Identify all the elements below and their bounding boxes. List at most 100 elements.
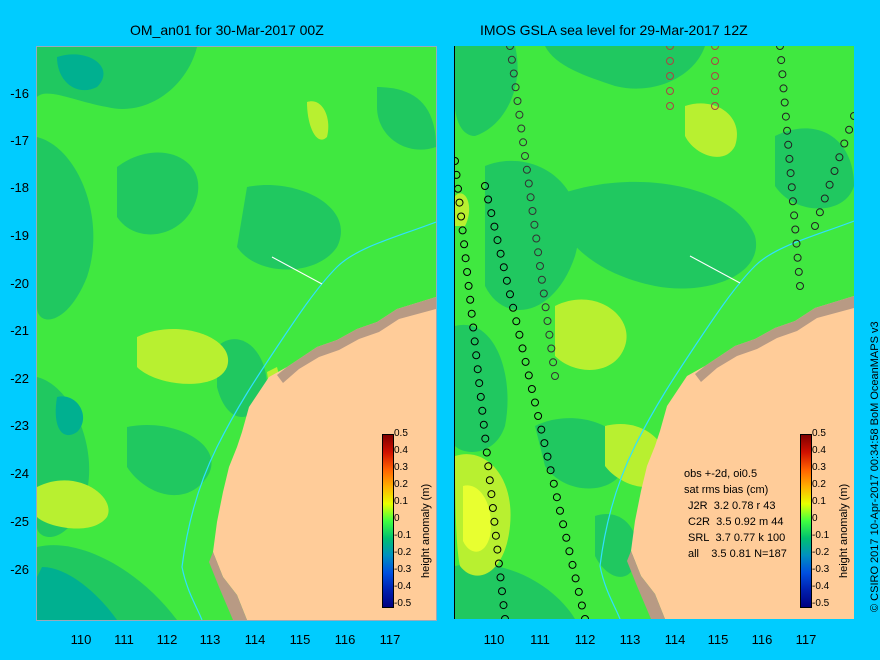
observation-marker [513,97,522,105]
observation-marker [502,276,511,285]
observation-marker [559,520,568,529]
observation-marker [784,140,793,149]
observation-marker [531,398,539,407]
legend-row: all 3.5 0.81 N=187 [688,546,787,562]
colorbar-tick-label: 0.4 [812,445,826,456]
colorbar-tick-label: -0.4 [394,581,412,592]
observation-marker [536,262,544,270]
left-map-panel [36,46,437,621]
observation-marker [527,385,536,393]
observation-marker [470,337,479,346]
observation-marker [464,281,473,290]
observation-marker [490,222,499,231]
colorbar-tick-label: 0.1 [812,496,826,507]
observation-marker [461,254,470,263]
x-tick-label: 117 [795,632,817,647]
legend-n: 100 [766,532,786,544]
observation-marker [571,574,580,583]
observation-marker [820,194,829,203]
colorbar-tick-label: 0.2 [812,479,826,490]
observation-marker [825,180,834,189]
observation-marker [455,170,461,179]
observation-marker [581,615,589,619]
y-tick-label: -25 [10,514,29,529]
colorbar-tick-label: 0.5 [812,428,826,439]
colorbar-tick-label: -0.5 [812,598,830,609]
observation-marker [490,517,499,526]
observation-marker [498,587,506,596]
x-tick-label: 112 [574,632,596,647]
observation-marker [506,290,514,299]
right-panel-title: IMOS GSLA sea level for 29-Mar-2017 12Z [480,22,748,38]
observation-marker [517,124,526,133]
x-tick-label: 113 [619,632,641,647]
legend-bias: 0.92 [734,516,756,528]
x-tick-label: 115 [289,632,311,647]
observation-marker [791,225,800,234]
observation-marker [466,295,475,304]
observation-marker [787,183,796,192]
observation-marker [547,344,556,353]
legend-rms: 3.7 [715,532,731,544]
observation-marker [562,533,571,542]
y-tick-label: -19 [10,228,29,243]
observation-marker [499,263,508,272]
observation-marker [484,195,493,204]
y-tick-label: -26 [10,562,29,577]
observation-marker [840,139,849,148]
observation-marker [493,236,502,245]
observation-marker [830,167,839,175]
legend-rms: 3.2 [713,500,729,512]
observation-marker [522,165,531,174]
observation-marker [543,452,552,461]
observation-marker [540,439,549,448]
observation-marker [780,98,789,107]
observation-marker [551,372,559,380]
observation-marker [506,46,514,50]
y-tick-label: -16 [10,86,29,101]
observation-marker [511,83,520,92]
observation-marker [552,493,561,502]
observation-marker [666,57,674,65]
deeper-negative-regions [37,54,117,620]
observation-marker [790,211,799,220]
observation-marker [481,434,490,443]
x-tick-label: 116 [751,632,773,647]
y-tick-label: -22 [10,371,29,386]
colorbar-tick-label: 0.5 [394,428,408,439]
observation-marker [455,184,462,193]
coastal-shelf [277,297,436,383]
credit-text: © CSIRO 2017 10-Apr-2017 00:34:58 BoM Oc… [869,321,880,612]
observation-marker [467,309,476,318]
legend-bias: 0.81 [729,548,752,560]
observation-marker [549,479,558,488]
legend-rms: 3.5 [711,548,727,560]
observation-marker [509,303,518,312]
observation-marker [515,110,524,119]
observation-marker [711,87,719,95]
legend-sat: SRL [688,532,710,544]
colorbar-strip [800,434,812,608]
observation-marker [534,248,543,257]
legend-rms: 3.5 [716,516,732,528]
observation-marker [537,425,546,434]
colorbar-tick-label: 0.4 [394,445,408,456]
observation-marker [528,207,537,215]
observation-marker [487,490,496,499]
observation-marker [458,226,467,235]
legend-row: C2R 3.5 0.92 m 44 [688,514,787,530]
colorbar-tick-label: -0.2 [394,547,412,558]
legend-n: 43 [763,500,776,512]
x-tick-label: 114 [244,632,266,647]
observation-marker [577,601,586,610]
observation-marker [496,573,505,582]
colorbar-tick-label: 0.3 [812,462,826,473]
observation-marker [487,209,496,218]
colorbar-tick-label: -0.3 [394,564,412,575]
australia-land [213,297,436,620]
observation-marker [518,344,527,353]
colorbar-tick-label: 0 [394,513,400,524]
observation-marker [475,379,484,388]
observation-marker [666,102,674,110]
observation-marker [711,57,719,65]
